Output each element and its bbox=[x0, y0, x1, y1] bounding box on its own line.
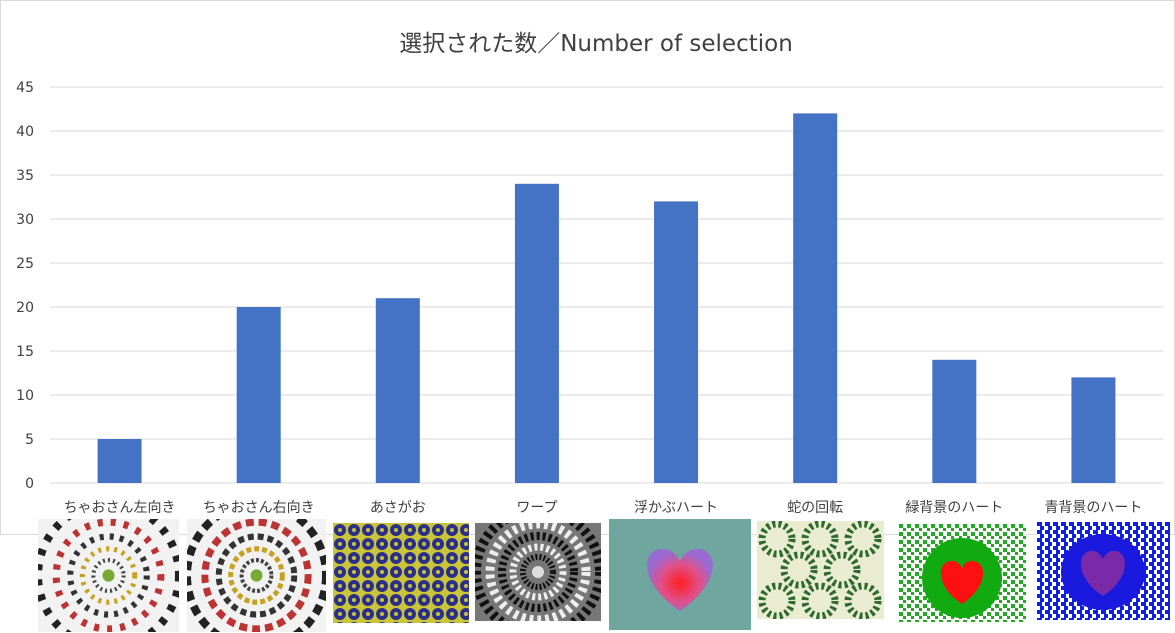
y-axis-tick-labels: 0 5 10 15 20 25 30 35 40 45 bbox=[16, 80, 34, 492]
bar bbox=[514, 183, 559, 484]
y-tick-label: 10 bbox=[16, 388, 34, 404]
y-tick-label: 5 bbox=[25, 432, 34, 448]
bar bbox=[932, 359, 977, 483]
gridlines bbox=[50, 86, 1163, 484]
bar bbox=[654, 201, 699, 483]
x-tick-label: ちゃおさん左向き bbox=[64, 500, 176, 516]
x-axis-tick-labels: ちゃおさん左向き ちゃおさん右向き あさがお ワープ 浮かぶハート 蛇の回転 緑背景のハート… bbox=[64, 500, 1143, 516]
bar bbox=[1071, 377, 1116, 483]
y-tick-label: 15 bbox=[16, 344, 34, 360]
chao-right-illusion-icon bbox=[187, 519, 326, 632]
x-tick-label: 青背景のハート bbox=[1044, 500, 1142, 516]
bars bbox=[97, 113, 1116, 484]
y-tick-label: 35 bbox=[16, 168, 34, 184]
x-tick-label: ワープ bbox=[516, 500, 557, 516]
y-tick-label: 30 bbox=[16, 212, 34, 228]
chart-area bbox=[0, 0, 1175, 535]
x-tick-label: 緑背景のハート bbox=[905, 500, 1003, 516]
y-tick-label: 45 bbox=[16, 80, 34, 96]
y-tick-label: 40 bbox=[16, 124, 34, 140]
blue-background-heart-icon bbox=[1037, 522, 1170, 620]
x-tick-label: 浮かぶハート bbox=[634, 500, 718, 516]
x-tick-label: 蛇の回転 bbox=[787, 500, 843, 516]
warp-spiral-icon bbox=[475, 523, 601, 621]
y-tick-label: 25 bbox=[16, 256, 34, 272]
rotating-snakes-icon bbox=[757, 521, 884, 619]
chart-title: 選択された数／Number of selection bbox=[399, 31, 793, 57]
bar bbox=[375, 298, 420, 483]
bar bbox=[97, 439, 142, 483]
bar bbox=[793, 113, 838, 484]
floating-heart-icon bbox=[609, 519, 751, 630]
bar bbox=[236, 307, 281, 483]
morning-glory-pattern-icon bbox=[333, 523, 469, 623]
green-background-heart-icon bbox=[899, 524, 1026, 622]
y-tick-label: 20 bbox=[16, 300, 34, 316]
x-tick-label: あさがお bbox=[370, 500, 426, 516]
x-tick-label: ちゃおさん右向き bbox=[203, 500, 315, 516]
bar-chart: 選択された数／Number of selection 0 5 10 15 20 25 30 3… bbox=[16, 31, 1163, 516]
chao-left-illusion-icon bbox=[38, 519, 179, 632]
y-tick-label: 0 bbox=[25, 476, 34, 492]
